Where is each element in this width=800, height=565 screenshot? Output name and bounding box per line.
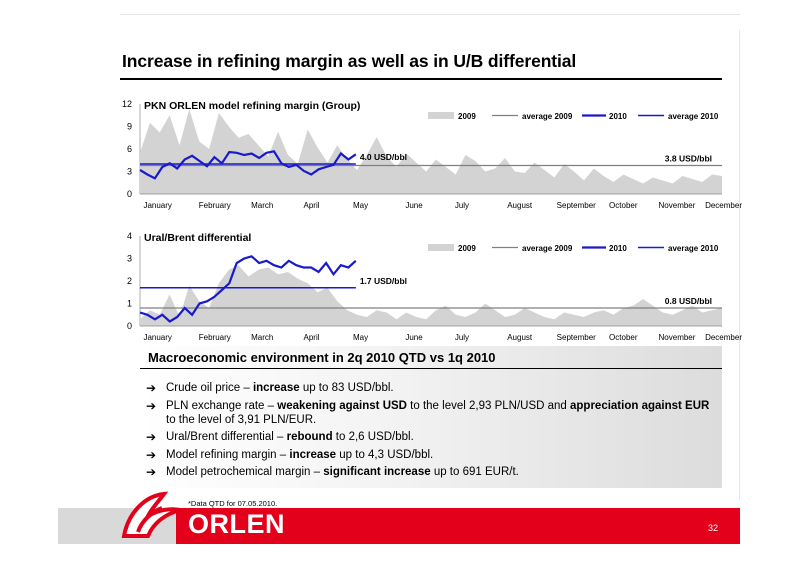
macro-bullet: ➔ PLN exchange rate – weakening against U…: [146, 399, 716, 427]
x-tick-label: May: [353, 333, 368, 342]
y-tick-label: 9: [127, 122, 132, 132]
y-tick-label: 4: [127, 231, 132, 241]
series-2009-area: [140, 109, 722, 194]
chart-legend: 2009 average 2009 2010 average 2010: [428, 244, 719, 253]
average-2009-label: 3.8 USD/bbl: [665, 154, 712, 164]
x-tick-label: May: [353, 201, 368, 210]
orlen-eagle-logo-icon: [121, 491, 181, 538]
macro-bullet-list: ➔ Crude oil price – increase up to 83 USD…: [146, 381, 716, 483]
macro-bullet: ➔ Model refining margin – increase up to …: [146, 448, 716, 462]
macro-bullet: ➔ Ural/Brent differential – rebound to 2,…: [146, 430, 716, 444]
macro-bullet: ➔ Model petrochemical margin – significan…: [146, 465, 716, 479]
title-underline: [120, 78, 722, 80]
y-tick-label: 3: [127, 254, 132, 264]
x-tick-label: December: [705, 201, 742, 210]
y-tick-label: 6: [127, 144, 132, 154]
series-2010-line: [139, 255, 357, 323]
arrow-right-icon: ➔: [146, 447, 157, 462]
x-tick-label: February: [199, 201, 231, 210]
footer-brand-bar: [176, 508, 740, 544]
bullet-text: PLN exchange rate –: [166, 399, 278, 412]
legend-label: 2010: [609, 244, 627, 253]
macro-panel: [140, 346, 722, 488]
chart-legend: 2009 average 2009 2010 average 2010: [428, 112, 719, 121]
bullet-text: up to 4,3 USD/bbl.: [336, 448, 434, 461]
bullet-text: Model petrochemical margin –: [166, 466, 324, 478]
x-tick-label: October: [609, 201, 638, 210]
x-tick-label: June: [405, 333, 423, 342]
x-tick-label: February: [199, 333, 231, 342]
y-tick-label: 1: [127, 299, 132, 309]
x-tick-label: August: [507, 333, 533, 342]
y-tick-label: 0: [127, 189, 132, 199]
bullet-text: Model refining margin –: [166, 448, 290, 461]
series-2010-line: [139, 150, 357, 180]
x-tick-label: September: [557, 201, 596, 210]
x-tick-label: August: [507, 201, 533, 210]
average-2010-label: 4.0 USD/bbl: [360, 152, 407, 162]
chart-title: Ural/Brent differential: [144, 232, 251, 244]
legend-label: average 2010: [668, 112, 719, 121]
bullet-text: up to 83 USD/bbl.: [299, 382, 394, 394]
legend-label: 2009: [458, 112, 476, 121]
bullet-emphasis: increase: [289, 448, 337, 461]
bullet-text: to 2,6 USD/bbl.: [332, 431, 414, 443]
average-2010-label: 1.7 USD/bbl: [360, 276, 407, 286]
x-tick-label: January: [143, 333, 171, 342]
x-tick-label: July: [455, 333, 469, 342]
bullet-text: to the level 2,93 PLN/USD and: [406, 399, 570, 412]
average-2009-label: 0.8 USD/bbl: [665, 296, 712, 306]
legend-label: average 2010: [668, 244, 719, 253]
footnote: *Data QTD for 07.05.2010.: [188, 499, 278, 508]
x-tick-label: March: [251, 333, 273, 342]
bullet-emphasis: rebound: [286, 431, 333, 443]
bullet-emphasis: significant increase: [323, 466, 431, 478]
page-number: 32: [708, 523, 719, 533]
x-tick-label: October: [609, 333, 638, 342]
legend-swatch-2009: [428, 112, 454, 119]
x-tick-label: December: [705, 333, 742, 342]
y-tick-label: 2: [127, 276, 132, 286]
orlen-logo-text: ORLEN: [188, 509, 285, 539]
arrow-right-icon: ➔: [146, 430, 157, 444]
bullet-emphasis: weakening against USD: [277, 399, 407, 412]
x-tick-label: November: [659, 201, 696, 210]
arrow-right-icon: ➔: [146, 465, 157, 479]
macro-title: Macroeconomic environment in 2q 2010 QTD…: [148, 350, 496, 365]
macro-bullet: ➔ Crude oil price – increase up to 83 USD…: [146, 381, 716, 395]
legend-label: 2010: [609, 112, 627, 121]
side-rule: [739, 30, 740, 500]
legend-label: average 2009: [522, 244, 573, 253]
bullet-text: Crude oil price –: [166, 382, 253, 394]
x-tick-label: March: [251, 201, 273, 210]
ural-brent-chart: 0 1 2 3 4 0.8 USD/bbl 1.7 USD/bbl January Februa…: [127, 231, 742, 342]
top-rule: [120, 14, 740, 15]
bullet-emphasis: appreciation against EUR: [570, 399, 710, 412]
y-tick-label: 12: [122, 99, 132, 109]
chart-title: PKN ORLEN model refining margin (Group): [144, 100, 360, 112]
x-tick-label: November: [659, 333, 696, 342]
bullet-text: up to 691 EUR/t.: [430, 466, 519, 478]
x-tick-label: July: [455, 201, 469, 210]
legend-swatch-2009: [428, 244, 454, 251]
arrow-right-icon: ➔: [146, 398, 157, 413]
legend-label: average 2009: [522, 112, 573, 121]
arrow-right-icon: ➔: [146, 381, 157, 395]
x-tick-label: April: [304, 201, 320, 210]
bullet-emphasis: increase: [252, 382, 300, 394]
y-tick-label: 3: [127, 167, 132, 177]
legend-label: 2009: [458, 244, 476, 253]
x-tick-label: June: [405, 201, 423, 210]
series-2009-area: [140, 265, 722, 326]
x-tick-label: January: [143, 201, 171, 210]
y-tick-label: 0: [127, 321, 132, 331]
bullet-text: Ural/Brent differential –: [166, 431, 287, 443]
x-tick-label: April: [304, 333, 320, 342]
macro-title-rule: [140, 368, 722, 369]
refining-margin-chart: 0 3 6 9 12 3.8 USD/bbl 4.0 USD/bbl January Febru…: [122, 99, 742, 210]
bullet-text: to the level of 3,91 PLN/EUR.: [166, 413, 317, 426]
x-tick-label: September: [557, 333, 596, 342]
slide-title: Increase in refining margin as well as i…: [122, 51, 577, 71]
